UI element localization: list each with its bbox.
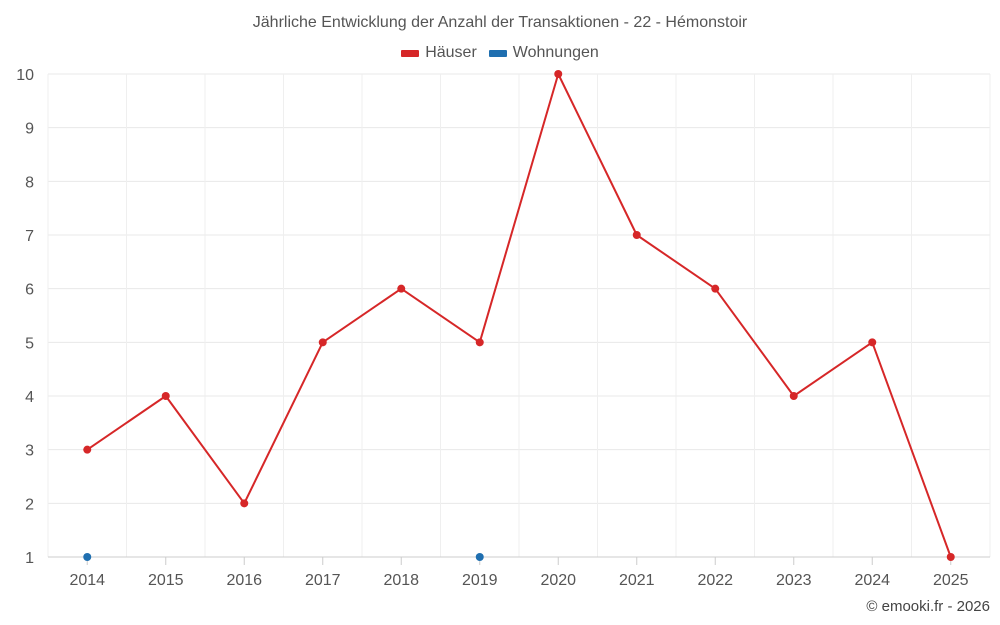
data-point-haeuser [240,499,249,508]
data-point-wohnungen [83,553,92,561]
x-tick-label: 2025 [933,572,969,589]
x-tick-label: 2024 [854,572,890,589]
y-tick-label: 10 [16,67,34,84]
legend-swatch-haeuser [401,49,420,57]
y-tick-label: 4 [25,389,34,406]
data-point-haeuser [711,284,720,293]
y-tick-label: 7 [25,228,34,245]
legend-item-wohnungen[interactable]: Wohnungen [488,44,599,62]
y-tick-label: 9 [25,121,34,138]
x-tick-label: 2020 [540,572,576,589]
x-tick-label: 2021 [619,572,655,589]
data-point-haeuser [83,445,92,454]
data-point-haeuser [789,392,798,400]
x-tick-label: 2015 [148,572,184,589]
legend-label-wohnungen: Wohnungen [512,44,599,61]
y-tick-label: 5 [25,335,34,352]
data-point-haeuser [868,338,877,347]
data-point-haeuser [161,392,170,400]
data-point-haeuser [554,70,563,78]
x-tick-label: 2016 [226,572,262,589]
series-line-haeuser [86,73,952,558]
chart-title: Jährliche Entwicklung der Anzahl der Tra… [252,14,748,31]
x-tick-label: 2018 [383,572,419,589]
x-tick-label: 2019 [462,572,498,589]
legend-label-haeuser: Häuser [425,44,477,61]
y-tick-label: 8 [25,174,34,191]
y-tick-label: 6 [25,282,34,299]
y-tick-label: 1 [25,550,34,567]
x-tick-label: 2023 [776,572,812,589]
legend-item-haeuser[interactable]: Häuser [401,44,477,62]
data-point-haeuser [475,338,484,347]
data-point-haeuser [632,231,641,239]
chart-legend: Häuser Wohnungen [0,44,1000,62]
copyright-text: © emooki.fr - 2026 [866,598,990,615]
y-tick-label: 3 [25,443,34,460]
data-point-wohnungen [475,553,484,561]
x-tick-label: 2022 [697,572,733,589]
x-tick-label: 2017 [305,572,341,589]
data-point-haeuser [397,284,406,293]
legend-swatch-wohnungen [488,49,507,57]
data-point-haeuser [946,553,955,561]
y-tick-label: 2 [25,496,34,513]
x-tick-label: 2014 [69,572,105,589]
data-point-haeuser [318,338,327,347]
